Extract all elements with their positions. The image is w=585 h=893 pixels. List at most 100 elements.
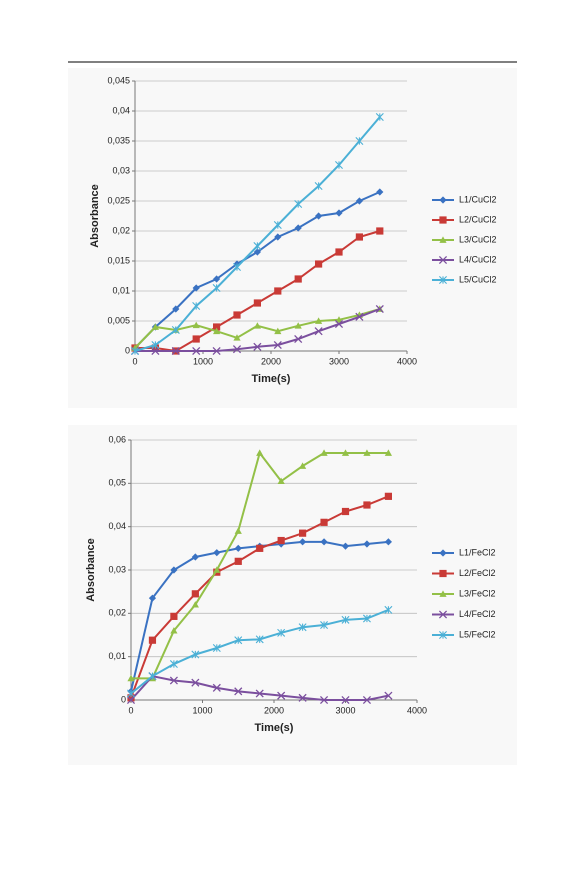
data-point <box>294 224 302 232</box>
data-point <box>192 302 201 310</box>
x-tick-label: 1000 <box>193 356 213 366</box>
data-point <box>319 695 329 705</box>
legend-marker <box>439 631 447 639</box>
data-point <box>232 345 242 354</box>
x-tick-label: 3000 <box>335 705 355 715</box>
data-point <box>213 549 221 557</box>
data-point <box>212 683 221 692</box>
data-point <box>233 334 241 341</box>
x-tick-label: 4000 <box>407 705 427 715</box>
data-point <box>253 242 262 250</box>
data-point <box>277 477 285 485</box>
data-point <box>341 449 350 456</box>
data-point <box>213 323 221 331</box>
data-point <box>335 248 343 256</box>
x-tick-label: 0 <box>128 705 133 715</box>
data-point <box>172 305 180 313</box>
data-point <box>355 312 364 321</box>
legend-label: L3/FeCl2 <box>459 588 496 598</box>
data-point <box>169 660 178 669</box>
data-point <box>213 566 221 573</box>
data-point <box>253 342 262 351</box>
data-point <box>253 299 261 307</box>
legend-label: L4/CuCl2 <box>459 254 497 264</box>
y-tick-label: 0,02 <box>108 608 126 618</box>
legend-marker <box>439 216 447 224</box>
y-tick-label: 0,005 <box>107 315 130 325</box>
data-point <box>213 275 221 283</box>
data-point <box>355 197 363 205</box>
data-point <box>320 449 328 456</box>
data-point <box>294 200 303 208</box>
data-point <box>376 188 384 196</box>
data-point <box>212 644 221 652</box>
legend-label: L1/FeCl2 <box>459 547 496 557</box>
data-point <box>277 691 286 700</box>
legend-marker <box>438 255 448 265</box>
data-point <box>191 650 200 659</box>
data-point <box>212 284 221 292</box>
data-point <box>362 614 371 623</box>
data-point <box>294 322 302 329</box>
y-tick-label: 0,06 <box>108 434 126 444</box>
data-point <box>363 540 371 548</box>
y-tick-label: 0,01 <box>108 651 126 661</box>
legend-marker <box>439 196 447 204</box>
data-point <box>320 621 329 630</box>
y-tick-label: 0,04 <box>112 105 130 115</box>
data-point <box>384 691 393 700</box>
data-point <box>375 304 384 314</box>
data-point <box>355 137 364 145</box>
y-tick-label: 0,03 <box>108 564 126 574</box>
data-point <box>256 449 264 456</box>
data-point <box>191 590 199 598</box>
legend-marker <box>439 549 447 557</box>
data-point <box>298 623 307 632</box>
data-point <box>234 557 242 565</box>
legend-label: L5/FeCl2 <box>459 629 496 639</box>
data-point <box>191 553 199 561</box>
data-point <box>233 263 241 271</box>
data-point <box>341 615 350 624</box>
data-point <box>256 544 264 552</box>
legend-label: L5/CuCl2 <box>459 274 497 284</box>
data-point <box>341 695 350 705</box>
data-point <box>234 527 242 534</box>
data-point <box>148 672 157 681</box>
y-tick-label: 0,015 <box>107 255 130 265</box>
legend-marker <box>439 276 447 284</box>
x-tick-label: 2000 <box>261 356 281 366</box>
data-point <box>148 636 157 644</box>
data-point <box>335 316 343 323</box>
data-point <box>335 209 343 217</box>
data-point <box>151 323 159 330</box>
legend-label: L3/CuCl2 <box>459 234 497 244</box>
data-point <box>192 284 200 292</box>
legend-label: L4/FeCl2 <box>459 609 496 619</box>
y-tick-label: 0,01 <box>112 285 130 295</box>
data-point <box>315 212 323 220</box>
legend-marker <box>438 610 448 619</box>
data-point <box>315 317 323 324</box>
data-point <box>384 449 392 456</box>
data-point <box>192 335 200 343</box>
x-tick-label: 2000 <box>264 705 284 715</box>
data-point <box>314 182 323 190</box>
data-point <box>299 462 307 469</box>
y-tick-label: 0,025 <box>107 195 130 205</box>
data-point <box>170 612 178 620</box>
data-point <box>148 594 157 602</box>
y-tick-label: 0,035 <box>107 135 130 145</box>
legend-marker <box>439 590 447 597</box>
data-point <box>341 542 350 550</box>
data-point <box>233 311 241 319</box>
y-tick-label: 0,045 <box>107 75 130 85</box>
legend-label: L1/CuCl2 <box>459 194 497 204</box>
data-point <box>170 627 178 634</box>
data-point <box>253 248 261 256</box>
data-point <box>335 161 343 169</box>
data-point <box>127 694 135 702</box>
data-point <box>234 636 243 645</box>
data-point <box>274 233 282 241</box>
